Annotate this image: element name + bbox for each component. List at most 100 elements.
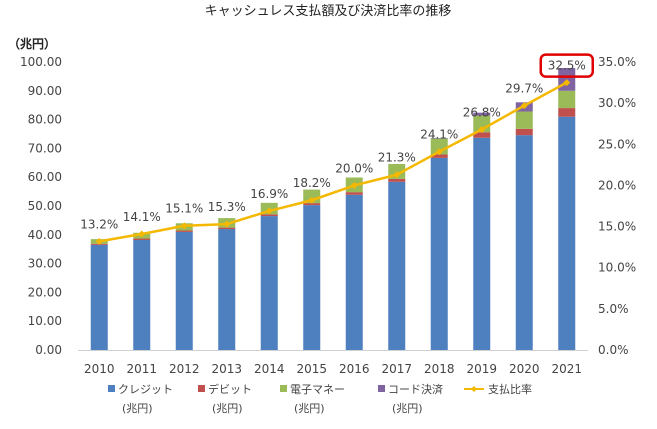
plot-area: 0.00 10.00 20.00 30.00 40.00 50.00 60.00 70.00 8…: [20, 53, 636, 376]
legend-swatch: [378, 385, 385, 392]
legend-label-unit: (兆円): [122, 402, 153, 415]
x-tick-label: 2018: [424, 362, 455, 376]
legend-label: 支払比率: [488, 382, 532, 396]
ratio-marker: [520, 102, 528, 110]
ratio-marker: [350, 181, 358, 189]
bar-segment: [260, 216, 278, 350]
y-left-tick-label: 90.00: [28, 84, 62, 98]
x-tick-label: 2015: [296, 362, 327, 376]
bar-segment: [388, 178, 406, 182]
legend-label: 電子マネー: [290, 383, 345, 396]
y-right-tick-label: 15.0%: [598, 220, 636, 234]
legend: クレジット (兆円) デビット (兆円) 電子マネー (兆円) コード決済 (兆円) 支払比率: [108, 382, 532, 415]
x-tick-label: 2016: [339, 362, 370, 376]
y-right-tick-label: 25.0%: [598, 137, 636, 151]
legend-swatch: [198, 385, 205, 392]
bar-segment: [90, 244, 108, 350]
ratio-marker: [180, 222, 188, 230]
data-label: 13.2%: [80, 217, 118, 231]
bar-segment: [303, 205, 321, 350]
ratio-marker: [138, 230, 146, 238]
y-axis-unit-label: （兆円）: [8, 36, 56, 51]
y-right-tick-label: 0.0%: [598, 343, 629, 357]
legend-swatch-marker: [471, 386, 477, 392]
bar-segment: [430, 154, 448, 158]
bar-segment: [558, 90, 576, 109]
bar-segment: [345, 194, 363, 350]
y-left-tick-label: 30.00: [28, 257, 62, 271]
ratio-marker: [563, 79, 571, 87]
legend-label-unit: (兆円): [294, 402, 325, 415]
data-label: 15.1%: [165, 202, 203, 216]
x-tick-label: 2021: [551, 362, 582, 376]
y-left-tick-label: 70.00: [28, 141, 62, 155]
y-left-tick-label: 80.00: [28, 113, 62, 127]
bar-segment: [388, 181, 406, 350]
ratio-marker: [95, 237, 103, 245]
y-right-tick-label: 5.0%: [598, 302, 629, 316]
x-tick-label: 2012: [169, 362, 200, 376]
bar-segment: [473, 112, 491, 116]
y-left-tick-label: 40.00: [28, 228, 62, 242]
legend-label-unit: (兆円): [392, 402, 423, 415]
data-label: 18.2%: [293, 176, 331, 190]
bar-segment: [558, 108, 576, 117]
y-left-tick-label: 100.00: [20, 55, 62, 69]
ratio-marker: [393, 171, 401, 179]
legend-label: コード決済: [388, 382, 443, 396]
bar-segment: [473, 132, 491, 138]
ratio-marker: [223, 220, 231, 228]
y-left-tick-label: 50.00: [28, 199, 62, 213]
data-label: 21.3%: [378, 151, 416, 165]
x-tick-label: 2017: [381, 362, 412, 376]
y-left-tick-label: 60.00: [28, 170, 62, 184]
y-left-tick-label: 0.00: [35, 343, 62, 357]
highlight-box: [539, 53, 594, 78]
legend-label: デビット: [208, 382, 252, 396]
x-tick-label: 2019: [466, 362, 497, 376]
y-right-tick-label: 20.0%: [598, 178, 636, 192]
bar-segment: [175, 231, 193, 350]
x-tick-label: 2013: [211, 362, 242, 376]
bar-segment: [175, 230, 193, 232]
data-label: 24.1%: [420, 128, 458, 142]
ratio-line: [99, 81, 568, 243]
x-tick-label: 2014: [254, 362, 285, 376]
data-label: 20.0%: [335, 161, 373, 175]
x-tick-label: 2020: [509, 362, 540, 376]
y-left-tick-label: 20.00: [28, 285, 62, 299]
bar-segment: [303, 203, 321, 206]
bar-segment: [430, 157, 448, 350]
ratio-marker: [478, 125, 486, 133]
bar-segment: [218, 227, 236, 230]
bar-segment: [515, 128, 533, 136]
bar-segment: [515, 135, 533, 350]
y-right-tick-label: 30.0%: [598, 96, 636, 110]
data-label: 14.1%: [123, 210, 161, 224]
bar-segment: [473, 137, 491, 350]
legend-label: クレジット: [118, 383, 173, 396]
ratio-marker: [435, 148, 443, 156]
bar-segment: [430, 138, 448, 139]
y-right-tick-label: 35.0%: [598, 55, 636, 69]
bar-segment: [345, 192, 363, 195]
legend-swatch: [108, 385, 115, 392]
bar-segment: [558, 116, 576, 350]
bar-segment: [218, 229, 236, 350]
ratio-marker: [308, 196, 316, 204]
legend-swatch: [280, 385, 287, 392]
data-label: 32.5%: [548, 59, 586, 73]
bar-segment: [133, 238, 151, 240]
chart-title: キャッシュレス支払額及び決済比率の推移: [205, 3, 452, 19]
data-label: 29.7%: [505, 82, 543, 96]
bar-segment: [133, 239, 151, 350]
bar-segment: [260, 214, 278, 217]
data-label: 16.9%: [250, 187, 288, 201]
data-label: 26.8%: [463, 105, 501, 119]
x-tick-label: 2010: [84, 362, 115, 376]
bar-segment: [515, 111, 533, 129]
x-tick-label: 2011: [126, 362, 157, 376]
data-label: 15.3%: [208, 200, 246, 214]
y-left-tick-label: 10.00: [28, 314, 62, 328]
